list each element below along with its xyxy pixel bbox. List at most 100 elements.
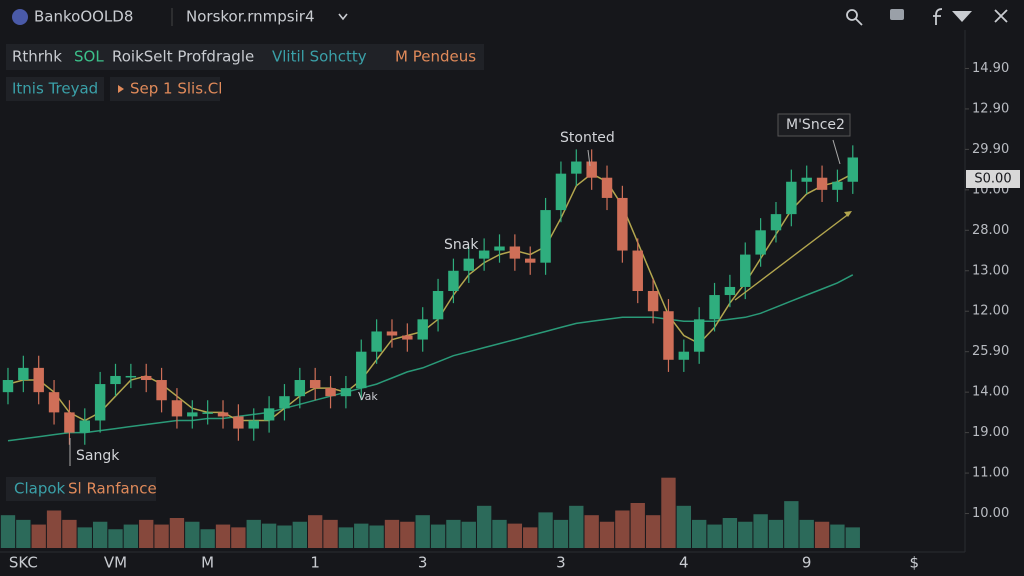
candle-body — [279, 396, 290, 409]
y-tick-label: 12.90 — [972, 101, 1009, 116]
volume-bar — [215, 524, 231, 548]
candle-body — [48, 392, 60, 413]
candle-body — [709, 295, 720, 320]
candle-body — [786, 181, 797, 215]
volume-bar — [738, 521, 753, 548]
candle-body — [94, 384, 106, 421]
candle-body — [432, 291, 444, 320]
x-tick-label: SKC — [9, 554, 38, 572]
candle-body — [693, 319, 705, 352]
arrow-head — [844, 211, 852, 217]
candle-body — [832, 181, 843, 190]
candle-body — [233, 416, 244, 429]
volume-bar — [292, 521, 307, 548]
legend-box — [6, 44, 484, 70]
legend-box — [110, 77, 220, 101]
y-tick-label: 25.90 — [972, 344, 1009, 359]
volume-bar — [16, 519, 31, 548]
logo — [12, 9, 28, 25]
annotation: Vak — [358, 390, 378, 403]
y-tick-label: 10.00 — [972, 506, 1009, 521]
volume-bar — [338, 527, 354, 548]
volume-bar — [507, 523, 523, 548]
candle-body — [356, 351, 367, 389]
volume-bar — [461, 521, 476, 548]
annotation: Stonted — [560, 130, 615, 146]
volume-bar — [523, 527, 538, 548]
candle-body — [678, 351, 690, 360]
candle-body — [171, 400, 183, 417]
candle-body — [847, 157, 859, 182]
menu-chevron[interactable] — [338, 13, 348, 21]
x-tick-label: $ — [909, 554, 919, 572]
volume-bar — [261, 523, 277, 548]
volume-bar — [615, 510, 630, 548]
volume-bar — [415, 515, 430, 548]
volume-bar — [123, 524, 139, 548]
volume-bar — [692, 519, 707, 548]
close-icon[interactable] — [994, 9, 1008, 23]
legend-item: M Pendeus — [395, 48, 476, 66]
candle-body — [509, 246, 521, 259]
search-handle[interactable] — [855, 18, 863, 26]
candle-body — [202, 412, 213, 414]
x-tick-label: 4 — [679, 554, 689, 572]
y-tick-label: 28.00 — [972, 223, 1009, 238]
y-tick-label: 29.90 — [972, 142, 1009, 157]
volume-bar — [707, 524, 722, 548]
volume-bar — [768, 519, 784, 548]
volume-bar — [784, 501, 799, 548]
play-icon — [118, 85, 124, 93]
volume-bar — [308, 515, 323, 548]
x-tick-label: 3 — [556, 554, 566, 572]
candle-body — [478, 250, 490, 259]
volume-bar — [599, 521, 615, 548]
candle-body — [632, 250, 643, 291]
candle-body — [801, 177, 812, 182]
candle-body — [18, 367, 29, 381]
y-tick-label: 14.90 — [972, 61, 1009, 76]
candle-body — [140, 375, 152, 381]
symbol-menu[interactable]: Norskor.rnmpsir4 — [186, 8, 315, 26]
candle-body — [217, 412, 229, 417]
candle-body — [79, 420, 91, 433]
volume-bar — [430, 524, 446, 548]
volume-bar — [200, 529, 215, 548]
legend-item: Rthrhk — [12, 48, 62, 66]
candle-body — [402, 335, 413, 340]
search-icon[interactable] — [846, 9, 858, 21]
candle-body — [770, 214, 782, 231]
volume-bar — [538, 512, 553, 548]
plot — [0, 145, 860, 548]
volume-bar — [31, 524, 46, 548]
y-tick-label: 12.00 — [972, 304, 1009, 319]
volume-bar — [369, 525, 384, 548]
volume-bar — [722, 518, 738, 548]
share-icon[interactable] — [933, 8, 943, 25]
volume-bar — [661, 477, 676, 548]
x-tick-label: VM — [104, 554, 127, 572]
volume-bar — [400, 521, 415, 548]
legend-item: Clapok — [14, 480, 66, 498]
volume-bar — [676, 505, 691, 548]
legend-item: Vlitil Sohctty — [272, 48, 367, 66]
candle-body — [755, 230, 766, 255]
volume-bar — [77, 527, 92, 548]
chat-icon[interactable] — [890, 9, 904, 20]
volume-bar — [553, 519, 569, 548]
price-badge-box — [966, 170, 1020, 188]
dropdown-icon[interactable] — [952, 11, 972, 22]
candle-body — [555, 173, 567, 211]
volume-bar — [246, 519, 261, 548]
volume-bar — [169, 518, 185, 548]
annotation: Snak — [444, 237, 479, 253]
annotation-pointer — [832, 139, 841, 165]
legend-item: SOL — [74, 48, 104, 66]
x-tick-label: M — [201, 554, 214, 572]
volume-bar — [569, 505, 584, 548]
volume-bar — [384, 519, 400, 548]
x-tick-label: 1 — [310, 554, 320, 572]
candle-body — [524, 258, 536, 263]
annotation: Sangk — [76, 448, 120, 464]
candle-body — [386, 331, 398, 336]
